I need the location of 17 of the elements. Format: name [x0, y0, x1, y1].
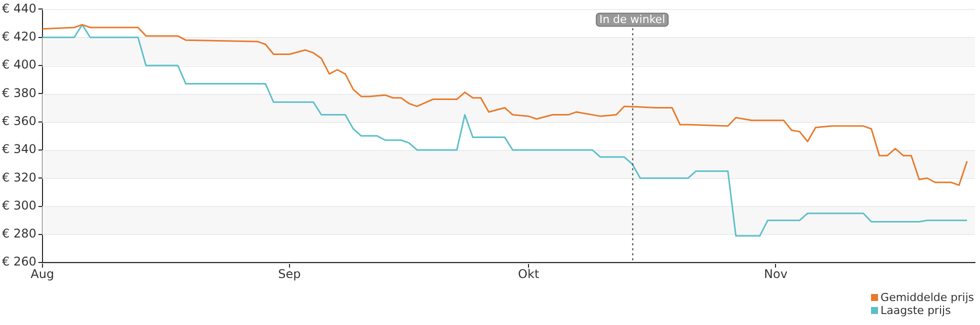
y-tick-label: € 380: [2, 86, 36, 100]
y-tick-label: € 340: [2, 142, 36, 156]
y-tick-label: € 420: [2, 29, 36, 44]
y-tick-label: € 260: [2, 254, 36, 269]
y-tick-label: € 300: [2, 198, 36, 212]
y-tick-label: € 400: [2, 58, 36, 72]
x-tick-label: Okt: [518, 266, 540, 281]
x-tick-label: Sep: [278, 266, 301, 281]
y-tick-label: € 320: [2, 170, 36, 184]
x-tick-label: Aug: [30, 266, 54, 281]
y-tick-label: € 440: [2, 1, 36, 16]
legend-label: Laagste prijs: [880, 304, 951, 317]
y-tick-label: € 360: [2, 114, 36, 128]
legend-label: Gemiddelde prijs: [880, 291, 974, 304]
ref-line-label: In de winkel: [599, 13, 666, 26]
y-tick-label: € 280: [2, 226, 36, 241]
x-tick-label: Nov: [764, 266, 788, 281]
